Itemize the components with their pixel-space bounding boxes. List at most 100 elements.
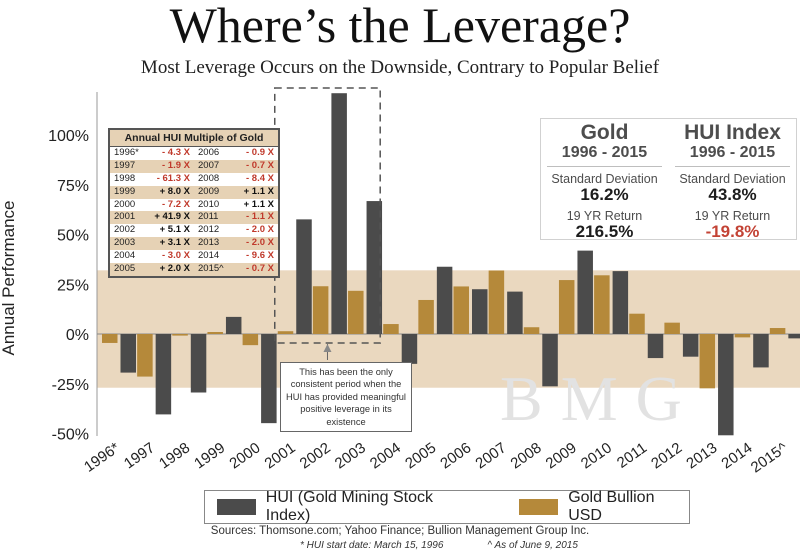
legend-label-hui: HUI (Gold Mining Stock Index) (265, 489, 433, 524)
multiple-row: 2005 + 2.0 X 2015^ - 0.7 X (110, 263, 278, 276)
multiple-row: 2001 + 41.9 X 2011 - 1.1 X (110, 211, 278, 225)
multiple-value: + 1.1 X (243, 185, 274, 197)
stats-gold-return-label: 19 YR Return (566, 209, 643, 223)
x-tick-label: 2000 (226, 439, 263, 472)
multiple-cell: 2003 + 3.1 X (110, 237, 194, 250)
bar-hui (120, 334, 136, 373)
multiple-cell: 2004 - 3.0 X (110, 250, 194, 263)
callout-arrow-head (323, 344, 332, 352)
bar-gold (453, 286, 469, 334)
bar-gold (137, 334, 153, 377)
multiple-cell: 2011 - 1.1 X (194, 211, 278, 224)
multiple-row: 1999 + 8.0 X 2009 + 1.1 X (110, 185, 278, 199)
bar-hui (155, 334, 172, 415)
x-tick-label: 2007 (472, 439, 509, 472)
multiple-row: 2000 - 7.2 X 2010 + 1.1 X (110, 199, 278, 212)
bar-gold (594, 275, 610, 334)
multiple-year: 1996* (114, 147, 139, 158)
footnote-start-date: * HUI start date: March 15, 1996 (300, 540, 444, 551)
multiple-row: 2002 + 5.1 X 2012 - 2.0 X (110, 224, 278, 237)
multiple-cell: 1998 - 61.3 X (110, 173, 194, 186)
multiple-cell: 2012 - 2.0 X (194, 224, 278, 237)
multiple-value: - 9.6 X (246, 250, 274, 262)
multiple-year: 2005 (114, 263, 136, 275)
bar-gold (207, 332, 223, 334)
multiple-row: 1998 - 61.3 X 2008 - 8.4 X (110, 173, 278, 186)
stats-hui-years: 1996 - 2015 (675, 144, 790, 167)
bar-hui (753, 334, 769, 368)
x-tick-label: 2015^ (748, 439, 791, 476)
legend-swatch-hui (217, 499, 256, 515)
multiple-year: 2008 (198, 172, 220, 184)
stats-hui-sd-label: Standard Deviation (679, 172, 786, 186)
multiple-value: + 8.0 X (159, 185, 190, 197)
multiple-year: 2015^ (198, 263, 224, 275)
y-axis-label: Annual Performance (0, 201, 18, 356)
multiple-value: - 1.9 X (162, 159, 190, 171)
multiple-cell: 1996* - 4.3 X (110, 147, 194, 160)
multiple-year: 1998 (114, 172, 136, 184)
bar-hui (788, 334, 800, 339)
bar-hui (612, 271, 629, 334)
x-tick-label: 2012 (648, 439, 685, 472)
multiple-value: + 5.1 X (159, 224, 190, 236)
multiple-cell: 2014 - 9.6 X (194, 250, 278, 263)
multiple-row: 1996* - 4.3 X 2006 - 0.9 X (110, 147, 278, 160)
bar-gold (769, 328, 786, 334)
multiple-year: 1997 (114, 159, 136, 171)
bar-hui (472, 289, 488, 334)
footnote-as-of: ^ As of June 9, 2015 (487, 540, 578, 551)
bar-gold (312, 286, 329, 334)
sources-text: Sources: Thomsone.com; Yahoo Finance; Bu… (210, 525, 590, 537)
multiple-value: - 61.3 X (156, 172, 190, 184)
watermark-text: BMG (500, 363, 700, 434)
bar-hui (190, 334, 207, 393)
multiple-table-title: Annual HUI Multiple of Gold (110, 130, 278, 147)
multiple-cell: 2010 + 1.1 X (194, 199, 278, 212)
multiple-value: - 1.1 X (246, 211, 274, 223)
multiple-year: 2012 (198, 224, 220, 236)
x-tick-label: 2010 (578, 439, 615, 472)
bar-hui (436, 266, 453, 334)
multiple-value: - 7.2 X (162, 198, 190, 210)
x-tick-label: 2013 (683, 439, 720, 472)
stats-gold-years: 1996 - 2015 (547, 144, 662, 167)
x-tick-label: 1999 (191, 439, 228, 472)
multiple-year: 2007 (198, 159, 220, 171)
bar-gold (558, 280, 575, 334)
multiple-year: 2011 (198, 211, 219, 223)
y-tick-label: -25% (52, 377, 89, 394)
multiple-year: 2002 (114, 224, 136, 236)
multiple-value: - 3.0 X (162, 250, 190, 262)
bar-gold (348, 290, 364, 334)
multiple-cell: 2006 - 0.9 X (194, 147, 278, 160)
legend-swatch-gold (519, 499, 559, 515)
chart-subtitle: Most Leverage Occurs on the Downside, Co… (140, 57, 660, 78)
multiple-year: 2003 (114, 237, 136, 249)
multiple-cell: 2000 - 7.2 X (110, 199, 194, 212)
legend-label-gold: Gold Bullion USD (568, 489, 655, 524)
multiple-value: + 2.0 X (159, 263, 190, 275)
bar-hui (296, 219, 312, 334)
multiple-value: + 41.9 X (154, 211, 190, 223)
x-tick-label: 1996* (81, 439, 123, 476)
multiple-year: 2004 (114, 250, 136, 262)
multiple-row: 1997 - 1.9 X 2007 - 0.7 X (110, 159, 278, 173)
x-tick-label: 2005 (402, 439, 439, 472)
multiple-year: 2006 (198, 147, 220, 158)
bar-hui (577, 250, 593, 334)
multiple-cell: 1997 - 1.9 X (110, 160, 194, 173)
stats-hui-sd: 43.8% (708, 185, 757, 204)
x-tick-label: 2011 (614, 439, 650, 471)
bar-gold (488, 270, 505, 334)
y-tick-label: 50% (57, 228, 89, 245)
x-tick-label: 2001 (262, 439, 299, 472)
bar-hui (225, 316, 242, 334)
x-tick-label: 2004 (367, 439, 404, 472)
multiple-value: - 2.0 X (246, 237, 274, 249)
multiple-year: 2010 (198, 198, 220, 210)
bar-gold (383, 324, 399, 334)
bar-gold (102, 334, 118, 343)
multiple-cell: 2015^ - 0.7 X (194, 263, 278, 276)
